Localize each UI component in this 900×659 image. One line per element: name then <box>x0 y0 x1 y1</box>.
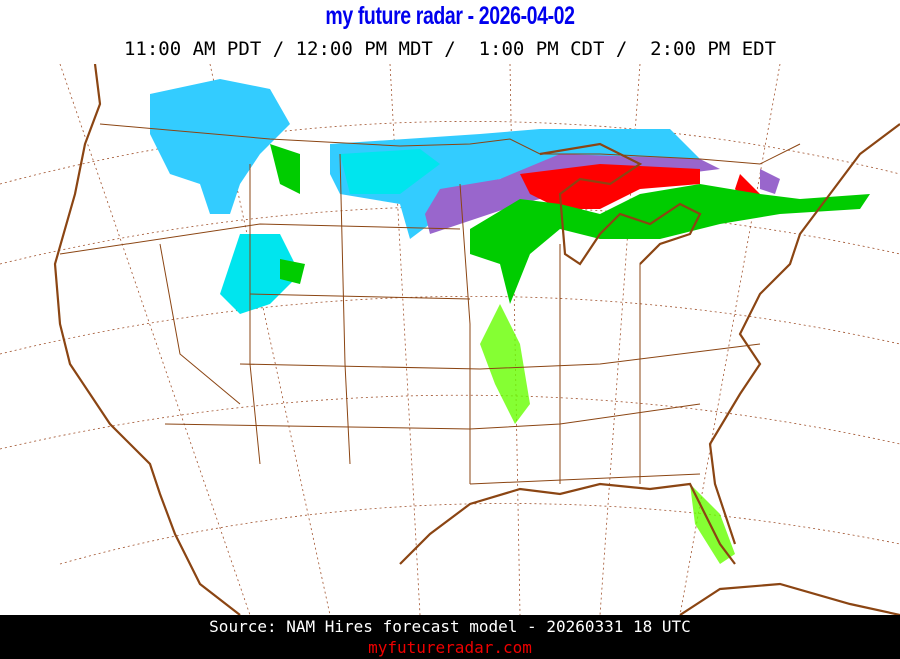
mix-area-northeast <box>760 169 780 194</box>
page-title: my future radar - 2026-04-02 <box>325 2 575 30</box>
rain-area-northwest <box>270 144 300 194</box>
latitude-line <box>0 295 900 355</box>
latitude-line <box>0 394 900 450</box>
snow-area-northwest <box>150 79 290 214</box>
valid-times: 11:00 AM PDT / 12:00 PM MDT / 1:00 PM CD… <box>123 38 777 60</box>
precipitation <box>150 79 870 564</box>
snow-area-montana <box>340 149 440 194</box>
longitude-line <box>599 64 641 615</box>
state-line <box>164 403 701 430</box>
radar-map <box>0 64 900 615</box>
gulf-coast <box>399 482 736 565</box>
source-text: Source: NAM Hires forecast model - 20260… <box>209 617 691 636</box>
atlantic-coast <box>708 123 900 545</box>
freezing-rain-area <box>520 164 700 209</box>
state-line <box>249 293 471 300</box>
latitude-line <box>59 503 900 565</box>
state-line <box>339 153 351 465</box>
rain-area <box>470 184 870 304</box>
footer-bar: Source: NAM Hires forecast model - 20260… <box>0 615 900 659</box>
pacific-coast <box>53 64 241 615</box>
great-lakes <box>539 142 702 266</box>
state-line <box>459 183 471 484</box>
state-line <box>59 223 461 255</box>
cuba-coast <box>679 582 900 615</box>
rain-area-colorado <box>280 259 305 284</box>
longitude-line <box>209 64 331 615</box>
state-line <box>469 473 701 485</box>
canada-border <box>99 123 801 165</box>
latitude-line <box>0 120 900 185</box>
longitude-line <box>59 64 251 615</box>
state-line <box>239 343 761 370</box>
state-line <box>249 164 261 465</box>
coastline <box>53 64 900 615</box>
rain-area-florida <box>690 484 735 564</box>
borders <box>59 123 801 485</box>
latitude-line <box>0 205 900 265</box>
rain-area-south <box>480 304 530 424</box>
state-line <box>159 243 241 405</box>
snow-area-rockies <box>220 234 300 314</box>
site-link[interactable]: myfutureradar.com <box>368 638 532 657</box>
